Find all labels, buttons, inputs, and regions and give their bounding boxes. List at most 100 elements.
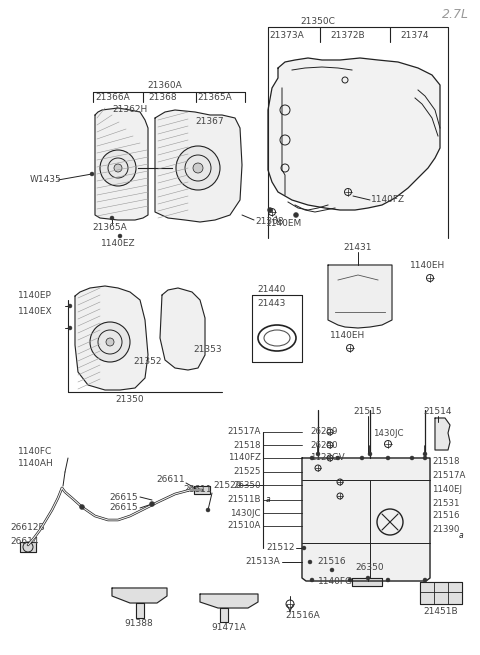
Polygon shape	[420, 582, 462, 604]
Circle shape	[110, 216, 114, 220]
Polygon shape	[112, 588, 167, 603]
Text: 21374: 21374	[401, 31, 429, 41]
Polygon shape	[352, 578, 382, 586]
Text: 21515: 21515	[354, 407, 382, 417]
Text: 21368: 21368	[255, 217, 284, 227]
Circle shape	[360, 456, 364, 460]
Circle shape	[336, 456, 340, 460]
Text: 1140EZ: 1140EZ	[101, 240, 135, 248]
Circle shape	[68, 304, 72, 308]
Text: 1140FZ: 1140FZ	[371, 195, 405, 204]
Circle shape	[90, 172, 94, 176]
Circle shape	[386, 456, 390, 460]
Circle shape	[118, 234, 122, 238]
Polygon shape	[155, 110, 242, 222]
Text: 1140EX: 1140EX	[18, 307, 53, 316]
Text: 26350: 26350	[356, 563, 384, 572]
Circle shape	[100, 150, 136, 186]
Text: 21440: 21440	[258, 284, 286, 293]
Circle shape	[366, 576, 370, 580]
Text: 1140EM: 1140EM	[266, 219, 302, 229]
Text: 21517A: 21517A	[432, 472, 466, 481]
Text: 21518: 21518	[432, 457, 459, 466]
Text: 21513A: 21513A	[245, 557, 280, 567]
Polygon shape	[20, 542, 36, 552]
Circle shape	[302, 546, 306, 550]
Text: 1140FG: 1140FG	[317, 578, 352, 586]
Circle shape	[330, 568, 334, 572]
Circle shape	[149, 502, 155, 506]
Text: W1435: W1435	[30, 176, 62, 185]
Text: 21373A: 21373A	[270, 31, 304, 41]
Text: 21525: 21525	[233, 468, 261, 476]
Circle shape	[90, 322, 130, 362]
Text: 21517A: 21517A	[228, 428, 261, 436]
Circle shape	[114, 164, 122, 172]
Text: 1123GV: 1123GV	[310, 453, 345, 462]
Circle shape	[423, 578, 427, 582]
Circle shape	[206, 508, 210, 512]
Polygon shape	[160, 288, 205, 370]
Text: 21510A: 21510A	[228, 521, 261, 531]
Text: 21362H: 21362H	[112, 105, 148, 115]
Text: 91471A: 91471A	[212, 624, 246, 633]
Text: 21431: 21431	[344, 244, 372, 252]
Text: a: a	[266, 495, 271, 504]
Polygon shape	[136, 603, 144, 618]
Text: 21350: 21350	[116, 396, 144, 405]
Circle shape	[316, 452, 320, 456]
Text: 26615: 26615	[109, 504, 138, 512]
Circle shape	[308, 560, 312, 564]
Text: 21365A: 21365A	[93, 223, 127, 233]
Text: 26611: 26611	[156, 476, 185, 485]
Circle shape	[267, 208, 273, 212]
Circle shape	[423, 456, 427, 460]
Circle shape	[348, 578, 352, 582]
Text: 1140FC: 1140FC	[18, 447, 52, 457]
Text: 21518: 21518	[233, 441, 261, 449]
Text: 21514: 21514	[424, 407, 452, 417]
Polygon shape	[268, 58, 440, 210]
Text: 21520: 21520	[214, 481, 242, 489]
Circle shape	[310, 578, 314, 582]
Text: 21443: 21443	[258, 299, 286, 307]
Text: 91388: 91388	[125, 620, 154, 629]
Text: 26350: 26350	[233, 481, 261, 489]
Text: 1140EH: 1140EH	[410, 261, 445, 269]
Text: 21512: 21512	[266, 544, 295, 553]
Text: 1430JC: 1430JC	[230, 508, 261, 517]
Text: 21368: 21368	[149, 94, 177, 102]
Text: a: a	[459, 531, 464, 540]
Text: 26612B: 26612B	[10, 523, 45, 533]
Text: 2.7L: 2.7L	[442, 7, 468, 20]
Text: 21360A: 21360A	[148, 81, 182, 90]
Text: 21372B: 21372B	[331, 31, 365, 41]
Polygon shape	[328, 265, 392, 328]
Text: 26250: 26250	[310, 441, 337, 449]
Polygon shape	[302, 458, 430, 581]
Polygon shape	[220, 608, 228, 622]
Text: 21516: 21516	[432, 512, 459, 521]
Polygon shape	[200, 594, 258, 608]
Text: 21390: 21390	[432, 525, 459, 534]
Text: 1140AH: 1140AH	[18, 460, 54, 468]
Polygon shape	[75, 286, 148, 390]
Text: 1430JC: 1430JC	[373, 430, 403, 438]
Circle shape	[176, 146, 220, 190]
Text: 21531: 21531	[432, 498, 459, 508]
Circle shape	[310, 456, 314, 460]
Text: 21511B: 21511B	[228, 495, 261, 504]
Text: 21516: 21516	[318, 557, 346, 567]
Circle shape	[410, 456, 414, 460]
Circle shape	[193, 163, 203, 173]
Text: 1140EH: 1140EH	[330, 331, 366, 339]
Text: 21365A: 21365A	[198, 94, 232, 102]
Text: 1140EJ: 1140EJ	[432, 485, 462, 495]
Circle shape	[293, 212, 299, 217]
Text: 21350C: 21350C	[300, 16, 336, 26]
Text: 21516A: 21516A	[286, 612, 320, 620]
Circle shape	[80, 504, 84, 510]
Text: 21367: 21367	[196, 117, 224, 126]
Polygon shape	[95, 108, 148, 220]
Text: 26611: 26611	[183, 485, 212, 495]
